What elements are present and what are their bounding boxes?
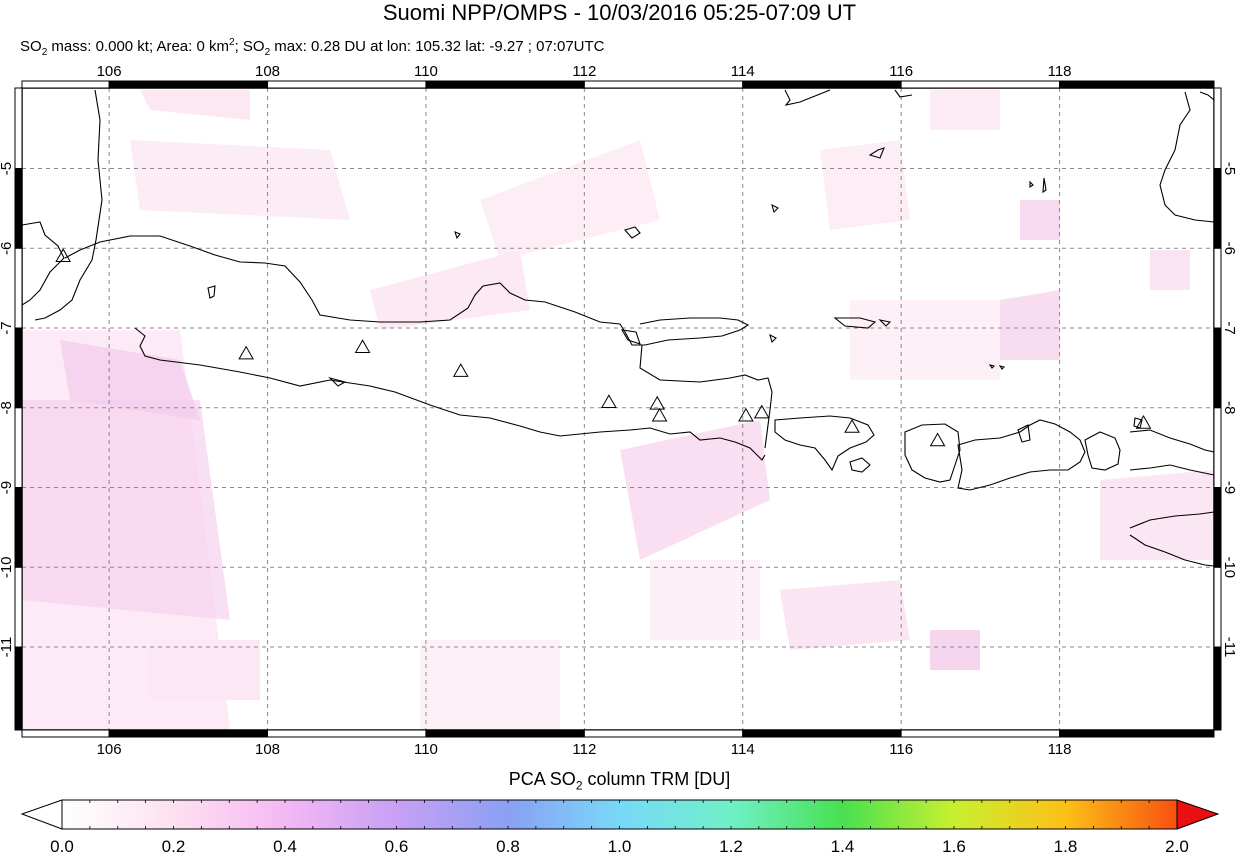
lat-label-left: -6 — [0, 242, 15, 255]
coastline — [22, 89, 1214, 567]
lon-label-bottom: 112 — [572, 741, 596, 758]
lon-label-bottom: 110 — [414, 741, 438, 758]
so2-shading — [22, 90, 1214, 730]
lon-label-bottom: 118 — [1048, 741, 1072, 758]
lat-label-right: -5 — [1221, 162, 1238, 175]
colorbar-high-arrow — [1176, 799, 1220, 830]
triangle-icon — [738, 407, 754, 422]
lat-label-right: -9 — [1221, 481, 1238, 494]
lon-label-top: 118 — [1048, 63, 1072, 80]
colorbar-tick-label: 1.4 — [831, 837, 855, 855]
colorbar-tick-label: 0.0 — [50, 837, 74, 855]
border-bar-right — [1213, 87, 1222, 170]
triangle-icon — [651, 407, 668, 422]
lon-label-top: 108 — [255, 63, 280, 80]
colorbar-tick-label: 1.8 — [1054, 837, 1078, 855]
border-bar-bottom — [583, 729, 744, 738]
border-bar-top — [267, 80, 427, 89]
volcano-markers — [55, 248, 1152, 447]
triangle-icon — [354, 339, 371, 353]
colorbar-title: PCA SO2 column TRM [DU] — [508, 769, 731, 793]
lon-label-top: 114 — [731, 63, 755, 80]
lat-label-right: -7 — [1221, 321, 1238, 334]
triangle-icon — [844, 418, 860, 433]
border-bar-bottom — [742, 729, 902, 738]
colorbar-low-arrow — [20, 799, 63, 830]
border-bar-bottom — [108, 729, 269, 738]
lat-label-left: -7 — [0, 321, 15, 334]
border-bar-bottom — [1059, 729, 1215, 738]
triangle-icon — [753, 404, 770, 419]
border-bar-top — [742, 80, 902, 89]
border-bar-top — [1059, 80, 1215, 89]
border-bar-bottom — [425, 729, 585, 738]
lon-label-top: 116 — [889, 63, 913, 80]
colorbar: 0.0 0.2 0.4 0.6 0.8 1.0 1.2 1.4 1.6 1.8 2.0 — [20, 799, 1220, 855]
border-bar-right — [1213, 327, 1222, 409]
border-bar-right — [1213, 407, 1222, 489]
map-title: Suomi NPP/OMPS - 10/03/2016 05:25-07:09 … — [382, 0, 857, 25]
border-bar-bottom — [900, 729, 1061, 738]
lat-label-left: -8 — [0, 401, 15, 414]
border-bar-top — [108, 80, 269, 89]
colorbar-tick-label: 0.6 — [385, 837, 409, 855]
so2-stats-subtitle: SO2 mass: 0.000 kt; Area: 0 km2; SO2 max… — [20, 37, 605, 58]
triangle-icon — [452, 363, 469, 377]
triangle-icon — [238, 345, 255, 360]
border-bar-top — [21, 80, 110, 89]
lon-label-bottom: 106 — [97, 741, 122, 758]
lat-label-left: -10 — [0, 556, 15, 578]
axis-labels: 106 106 108 108 110 110 112 112 114 114 116 116 118 1… — [0, 63, 1238, 758]
border-bar-left — [14, 646, 23, 731]
triangle-icon — [649, 395, 666, 410]
border-bar-bottom — [267, 729, 427, 738]
lat-label-right: -8 — [1221, 401, 1238, 414]
colorbar-tick-label: 1.6 — [942, 837, 966, 855]
border-bar-left — [14, 566, 23, 648]
colorbar-tick-label: 1.0 — [608, 837, 632, 855]
map-border — [14, 80, 1222, 738]
border-bar-left — [14, 168, 23, 249]
border-bar-top — [583, 80, 744, 89]
border-bar-right — [1213, 646, 1222, 731]
colorbar-tick-label: 0.2 — [162, 837, 186, 855]
lat-label-left: -11 — [0, 637, 15, 658]
lat-label-left: -9 — [0, 481, 15, 494]
lon-label-bottom: 116 — [889, 741, 913, 758]
border-bar-left — [14, 327, 23, 409]
colorbar-tick-label: 1.2 — [719, 837, 743, 855]
border-bar-right — [1213, 566, 1222, 648]
border-bar-left — [14, 407, 23, 489]
triangle-icon — [55, 248, 72, 263]
lat-label-right: -6 — [1221, 242, 1238, 255]
triangle-icon — [601, 394, 617, 408]
triangle-icon — [1135, 414, 1152, 429]
lat-label-left: -5 — [0, 162, 15, 175]
border-bar-left — [14, 487, 23, 568]
lon-label-bottom: 108 — [255, 741, 280, 758]
border-bar-right — [1213, 247, 1222, 329]
border-bar-bottom — [21, 729, 110, 738]
lat-label-right: -11 — [1221, 637, 1238, 658]
colorbar-gradient — [61, 799, 1178, 830]
colorbar-tick-label: 0.8 — [496, 837, 520, 855]
lat-label-right: -10 — [1221, 556, 1238, 578]
colorbar-tick-label: 2.0 — [1165, 837, 1189, 855]
border-bar-top — [900, 80, 1061, 89]
border-bar-left — [14, 247, 23, 329]
colorbar-tick-label: 0.4 — [273, 837, 297, 855]
border-bar-right — [1213, 487, 1222, 568]
border-bar-right — [1213, 168, 1222, 249]
lon-label-bottom: 114 — [731, 741, 755, 758]
lon-label-top: 112 — [572, 63, 596, 80]
graticule — [22, 88, 1214, 730]
triangle-icon — [929, 432, 946, 447]
border-bar-top — [425, 80, 585, 89]
border-bar-left — [14, 87, 23, 170]
lon-label-top: 106 — [97, 63, 122, 80]
lon-label-top: 110 — [414, 63, 438, 80]
